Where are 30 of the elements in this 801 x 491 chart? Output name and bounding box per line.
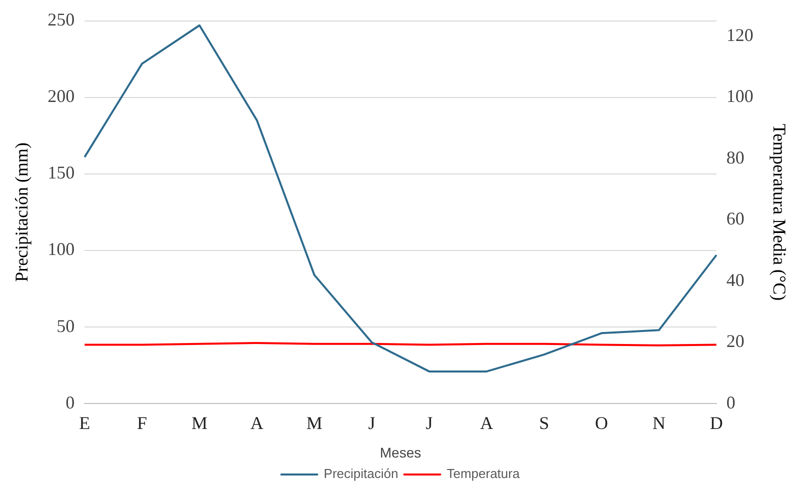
y-tick-label: 150	[48, 162, 75, 183]
y-axis-title: Precipitación (mm)	[12, 142, 32, 282]
x-tick-label: A	[480, 413, 494, 434]
y2-tick-label: 0	[726, 392, 736, 412]
y2-axis-title: Temperatura Media (°C)	[769, 124, 790, 301]
y-tick-label: 50	[56, 316, 75, 336]
y2-tick-label: 20	[726, 331, 744, 352]
x-tick-label: A	[250, 413, 264, 434]
y2-tick-label: 60	[726, 208, 744, 229]
y2-tick-label: 100	[726, 86, 754, 106]
x-tick-label: M	[306, 413, 322, 434]
x-tick-label: O	[595, 413, 608, 434]
y-tick-label: 0	[66, 392, 75, 412]
x-tick-label: S	[539, 413, 550, 434]
y2-tick-label: 120	[726, 24, 754, 45]
y2-tick-label: 80	[726, 147, 744, 168]
y-tick-label: 200	[48, 86, 75, 106]
y2-tick-label: 40	[726, 270, 744, 290]
x-axis-title: Meses	[380, 444, 422, 460]
x-tick-label: J	[368, 413, 376, 434]
x-tick-label: J	[426, 413, 433, 434]
y-tick-label: 250	[48, 10, 75, 30]
x-tick-label: D	[710, 413, 723, 434]
x-tick-label: M	[191, 413, 208, 434]
legend-label: Precipitación	[324, 466, 398, 482]
x-tick-label: E	[79, 413, 90, 434]
x-tick-label: F	[137, 413, 148, 434]
y-tick-label: 100	[48, 239, 75, 260]
legend-label: Temperatura	[446, 466, 520, 482]
x-tick-label: N	[652, 413, 666, 434]
